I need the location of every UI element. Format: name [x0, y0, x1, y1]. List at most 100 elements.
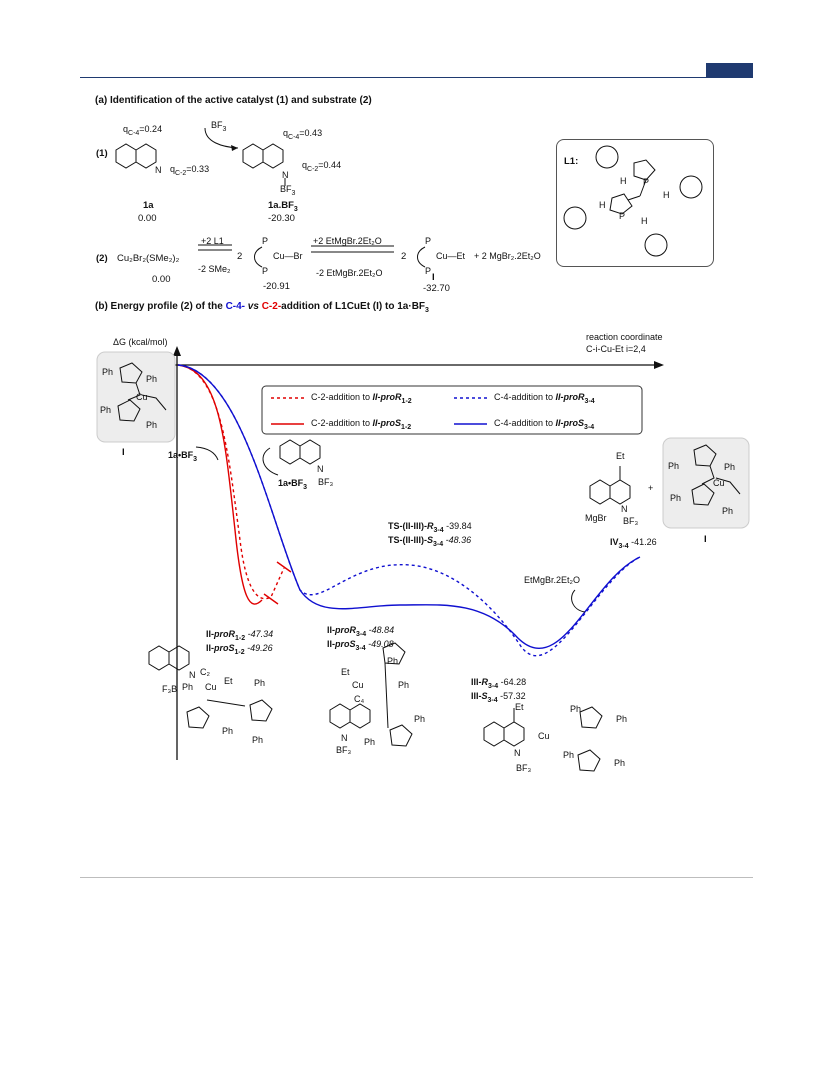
end-cu: Cu [713, 478, 725, 488]
iv-n: N [621, 504, 628, 514]
ii12-ph2: Ph [254, 678, 266, 688]
minus-sme2: -2 SMe₂ [198, 264, 231, 274]
ii12-ph4: Ph [252, 735, 264, 745]
end-ph-4: Ph [722, 506, 734, 516]
ii-proS12-label: II-proS1-2 -49.26 [206, 643, 273, 656]
end-ph-2: Ph [724, 462, 736, 472]
iii-bf3: BF₃ [516, 763, 532, 773]
cubr-p-top: P [262, 236, 269, 246]
cu2br2-energy: 0.00 [152, 274, 171, 285]
bf3-arrow [204, 127, 239, 149]
ii12-c2: C₂ [200, 667, 210, 677]
end-ph-1: Ph [668, 461, 680, 471]
reagent-1abf3-mid: 1a•BF3 [278, 478, 308, 491]
cuet-chelate [417, 246, 426, 268]
iv-quinoline [589, 466, 631, 505]
cubr-energy: -20.91 [263, 281, 290, 292]
l1-h-3: H [599, 200, 606, 210]
qc2-right: qC-2=0.44 [302, 160, 342, 173]
qc4-left: qC-4=0.24 [123, 124, 163, 137]
ii12-et: Et [224, 676, 233, 686]
reagent-1abf3-left: 1a•BF3 [168, 450, 198, 463]
ii34-cu: Cu [352, 680, 364, 690]
ii34-bf3: BF₃ [336, 745, 352, 755]
iii-s-label: III-S3-4 -57.32 [471, 691, 526, 704]
iii-n: N [514, 748, 521, 758]
iii-structure [483, 706, 603, 772]
iv-et: Et [616, 451, 625, 461]
header-block [706, 63, 753, 77]
l1-ligand-sketch [563, 145, 703, 257]
iii-ph4: Ph [614, 758, 626, 768]
ii34-ph4: Ph [414, 714, 426, 724]
ii12-structure [148, 645, 273, 729]
l1-label: L1: [564, 156, 579, 167]
quinoline-1a [115, 143, 157, 169]
bf3-reagent: BF3 [211, 120, 227, 133]
cuet-p-top: P [425, 236, 432, 246]
coeff-2b: 2 [401, 251, 407, 262]
l1-h-1: H [620, 176, 627, 186]
section-a-title: (a) Identification of the active catalys… [95, 95, 372, 106]
iv-plus: + [648, 483, 654, 493]
x-axis-arrow [654, 361, 664, 369]
iii-et: Et [515, 702, 524, 712]
bf3-arrowhead [231, 145, 238, 151]
section-b-title: (b) Energy profile (2) of the C-4- vs C-… [95, 301, 429, 314]
equilibrium-1 [198, 244, 232, 251]
start-ph-4: Ph [146, 420, 158, 430]
ii-proR34-label: II-proR3-4 -48.84 [327, 625, 395, 638]
c2-stop-markers [263, 561, 292, 605]
x-axis-label: reaction coordinate [586, 332, 663, 342]
minus-grignard: -2 EtMgBr.2Et₂O [316, 268, 383, 278]
ii34-et: Et [341, 667, 350, 677]
ii34-ph3: Ph [364, 737, 376, 747]
cuet-p-bottom: P [425, 266, 432, 276]
iv-mgbr: MgBr [585, 513, 607, 523]
mid-bf3: BF₃ [318, 477, 334, 487]
cubr-chelate [254, 246, 263, 268]
iv-bf3: BF₃ [623, 516, 639, 526]
reagent-arrow-1 [195, 446, 219, 461]
ii34-structure [329, 642, 413, 747]
iv-label: IV3-4 -41.26 [610, 537, 657, 550]
ii12-ph: Ph [182, 682, 194, 692]
end-structure-box [662, 437, 750, 529]
ii-proR12-label: II-proR1-2 -47.34 [206, 629, 274, 642]
start-cu: Cu [136, 392, 148, 402]
ii12-n: N [189, 670, 196, 680]
qc2-left: qC-2=0.33 [170, 164, 210, 177]
cubr: Cu—Br [273, 251, 303, 261]
plus-grignard: +2 EtMgBr.2Et₂O [313, 236, 382, 246]
ts-s-label: TS-(II-III)-S3-4 -48.36 [388, 535, 472, 548]
legend-c2-proS: C-2-addition to II-proS1-2 [311, 418, 412, 431]
grignard-step: EtMgBr.2Et₂O [524, 575, 581, 585]
cpd-1a-energy: 0.00 [138, 213, 157, 224]
ii34-ph1: Ph [387, 656, 399, 666]
l1-h-4: H [641, 216, 648, 226]
l1-h-2: H [663, 190, 670, 200]
cu2br2: Cu₂Br₂(SMe₂)₂ [117, 253, 180, 264]
start-I-label: I [122, 447, 125, 458]
quinoline-1abf3 [242, 143, 286, 186]
cuet-label: I [432, 272, 435, 283]
equilibrium-2 [311, 245, 394, 253]
cpd-1abf3: 1a.BF3 [268, 200, 298, 213]
ts-r-label: TS-(II-III)-R3-4 -39.84 [388, 521, 472, 534]
l1-p-bottom: P [619, 211, 626, 221]
x-axis-sublabel: C-i-Cu-Et i=2,4 [586, 344, 646, 354]
iii-r-label: III-R3-4 -64.28 [471, 677, 527, 690]
mid-quinoline [279, 439, 321, 465]
ii34-ph2: Ph [398, 680, 410, 690]
header-rule [80, 77, 753, 78]
cubr-p-bottom: P [262, 266, 269, 276]
mgbr2: + 2 MgBr₂.2Et₂O [474, 251, 541, 261]
bf3-on-n: BF3 [280, 184, 296, 197]
ii34-n: N [341, 733, 348, 743]
iii-cu: Cu [538, 731, 550, 741]
start-ph-3: Ph [100, 405, 112, 415]
cuet: Cu—Et [436, 251, 466, 261]
ii-proS34-label: II-proS3-4 -49.08 [327, 639, 394, 652]
legend-c2-proR: C-2-addition to II-proR1-2 [311, 392, 412, 405]
